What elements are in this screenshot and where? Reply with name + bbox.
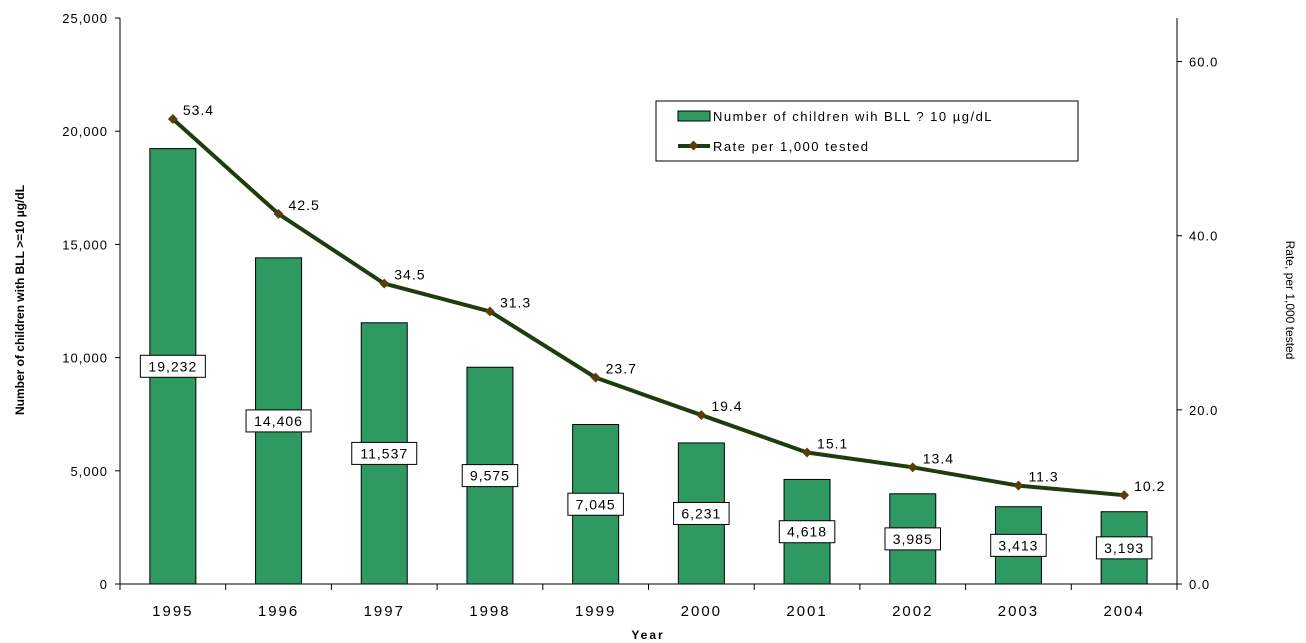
rate-point	[1119, 490, 1130, 501]
x-tick-label: 1998	[469, 603, 510, 620]
bar-label-box	[990, 533, 1047, 557]
rate-point	[379, 278, 390, 289]
rate-data-label: 53.4	[183, 102, 214, 118]
bar-data-label: 11,537	[360, 445, 408, 461]
rate-data-label: 31.3	[500, 294, 531, 310]
y2-tick-label: 20.0	[1189, 403, 1218, 418]
y2-tick-label: 0.0	[1189, 577, 1210, 592]
legend-line-label: Rate per 1,000 tested	[713, 139, 870, 154]
rate-line	[171, 117, 1125, 498]
y-tick-label: 0	[100, 577, 108, 592]
y2-tick-label: 40.0	[1189, 229, 1218, 244]
bar-label-box	[673, 501, 730, 525]
bar-data-label: 6,231	[681, 505, 721, 521]
x-axis: 1995 1996 1997 1998 1999 2000 2001 2002 2003 2004	[119, 583, 1178, 620]
bar-label-box	[245, 409, 312, 433]
x-tick-label: 2003	[998, 603, 1039, 620]
legend-bar-label: Number of children wih BLL ? 10 µg/dL	[713, 109, 993, 124]
bar-data-label: 4,618	[787, 524, 827, 540]
bar-label-box	[461, 464, 519, 488]
rate-point	[696, 410, 707, 421]
rate-point	[167, 114, 178, 124]
bar-label-box	[1095, 536, 1153, 560]
bar-label-box	[778, 520, 836, 544]
x-tick-label: 1999	[575, 603, 616, 620]
rate-data-label: 42.5	[289, 197, 320, 213]
rate-point	[802, 447, 812, 458]
rate-point	[1013, 480, 1024, 491]
y2-tick-label: 60.0	[1189, 55, 1218, 70]
legend: Number of children wih BLL ? 10 µg/dL Ra…	[655, 100, 1079, 162]
rate-data-label: 11.3	[1028, 469, 1058, 485]
x-tick-label: 2002	[892, 603, 933, 620]
y2-axis-title: Rate, per 1,000 tested	[1283, 241, 1297, 360]
rate-data-label: 19.4	[711, 398, 742, 414]
rate-data-label: 13.4	[923, 450, 954, 466]
x-axis-title: Year	[631, 628, 664, 642]
y-tick-label: 20,000	[62, 124, 108, 139]
rate-data-label: 15.1	[817, 436, 848, 452]
bar-data-label: 14,406	[254, 413, 303, 429]
bar-label-box	[567, 492, 624, 516]
bar-series: 19,232 14,406 11,537 9,575 7,045 6,231 4,618 3,…	[139, 148, 1153, 585]
rate-point	[907, 462, 918, 473]
bar-label-box	[884, 527, 941, 551]
bar-data-label: 3,985	[893, 531, 933, 547]
bar-data-label: 3,193	[1104, 540, 1144, 556]
bar-data-label: 19,232	[148, 358, 197, 374]
rate-data-label: 23.7	[606, 361, 637, 377]
legend-line-marker	[688, 140, 699, 151]
x-tick-label: 1996	[258, 603, 299, 620]
rate-line-series: 53.4 42.5 34.5 31.3 23.7 19.4 15.1 13.4 11.3 10.2	[167, 102, 1165, 501]
y-tick-label: 5,000	[70, 464, 108, 479]
rate-point	[590, 372, 601, 383]
x-tick-label: 2000	[681, 603, 722, 620]
bar-label-box	[139, 354, 206, 378]
y-tick-label: 25,000	[62, 11, 108, 26]
x-tick-label: 1995	[152, 603, 193, 620]
bar-data-label: 9,575	[470, 468, 510, 484]
x-tick-label: 2004	[1103, 603, 1144, 620]
rate-data-label: 10.2	[1134, 478, 1165, 494]
y-axis-title: Number of children with BLL >=10 µg/dL	[13, 185, 27, 415]
rate-point	[485, 306, 495, 317]
legend-box	[655, 100, 1079, 162]
rate-point	[273, 208, 284, 219]
y-tick-label: 15,000	[62, 237, 108, 252]
bar-label-box	[351, 441, 418, 465]
y-axis-left: 0 5,000 10,000 15,000 20,000 25,000	[62, 11, 121, 592]
legend-bar-swatch	[677, 110, 711, 122]
rate-data-label: 34.5	[394, 267, 425, 283]
x-tick-label: 1997	[364, 603, 405, 620]
bar-data-label: 3,413	[998, 537, 1038, 553]
x-tick-label: 2001	[786, 603, 827, 620]
y-tick-label: 10,000	[62, 351, 108, 366]
y-axis-right: 0.0 20.0 40.0 60.0	[1176, 18, 1218, 592]
bar-data-label: 7,045	[576, 496, 616, 512]
